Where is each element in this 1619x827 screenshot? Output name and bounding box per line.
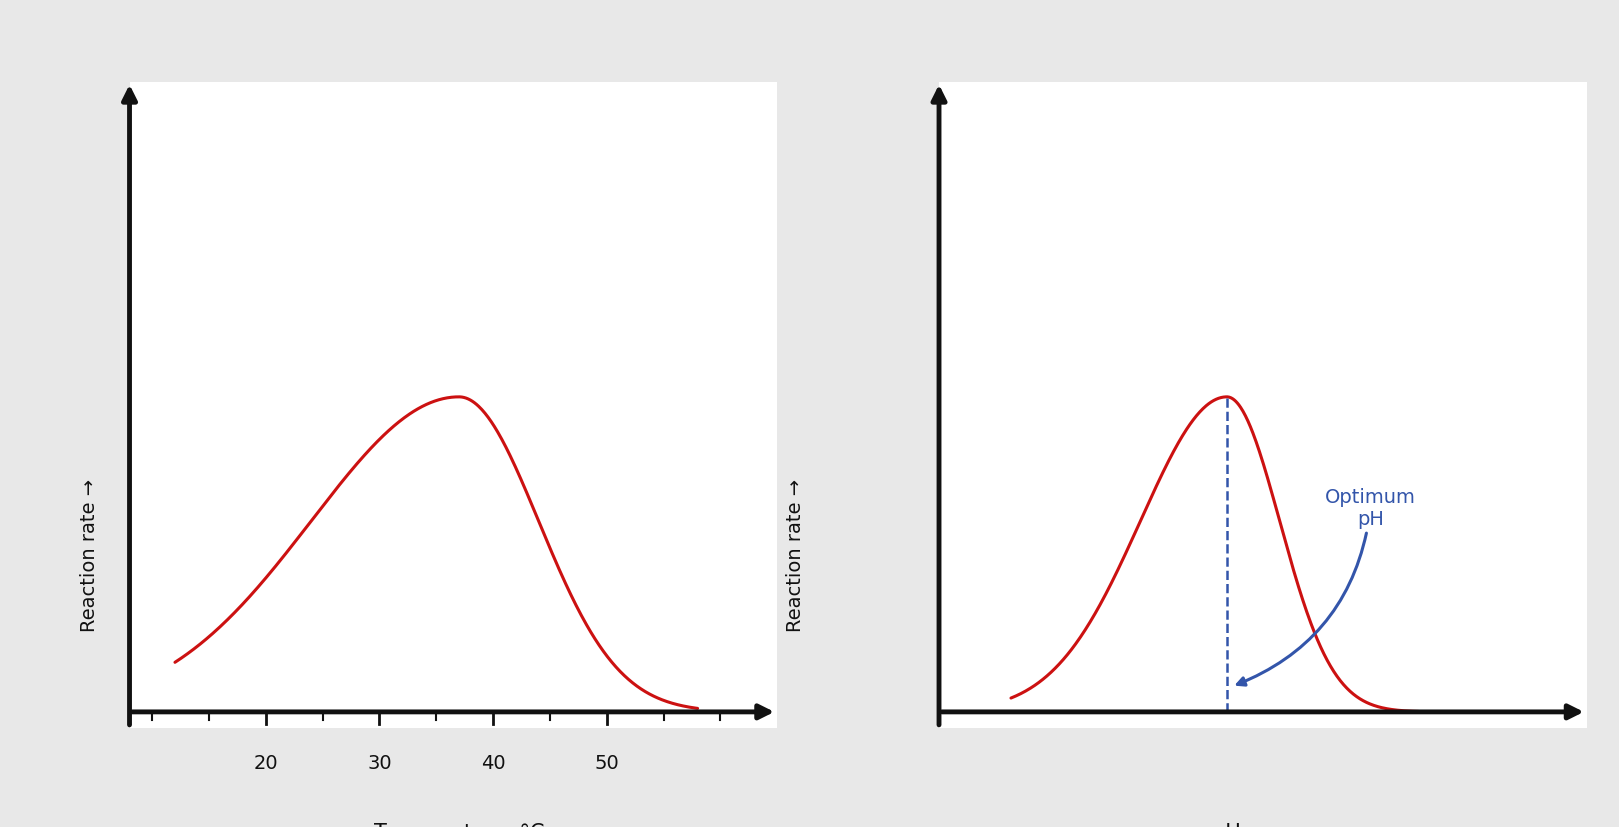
Text: 40: 40 — [481, 753, 505, 772]
Text: 20: 20 — [254, 753, 278, 772]
Text: Optimum
pH: Optimum pH — [1237, 487, 1417, 686]
Text: Reaction rate →: Reaction rate → — [785, 478, 805, 631]
Text: Reaction rate →: Reaction rate → — [81, 478, 99, 631]
Text: Temperature, °C: Temperature, °C — [374, 822, 544, 827]
Text: 30: 30 — [368, 753, 392, 772]
Text: pH: pH — [1213, 822, 1242, 827]
Text: 50: 50 — [594, 753, 618, 772]
